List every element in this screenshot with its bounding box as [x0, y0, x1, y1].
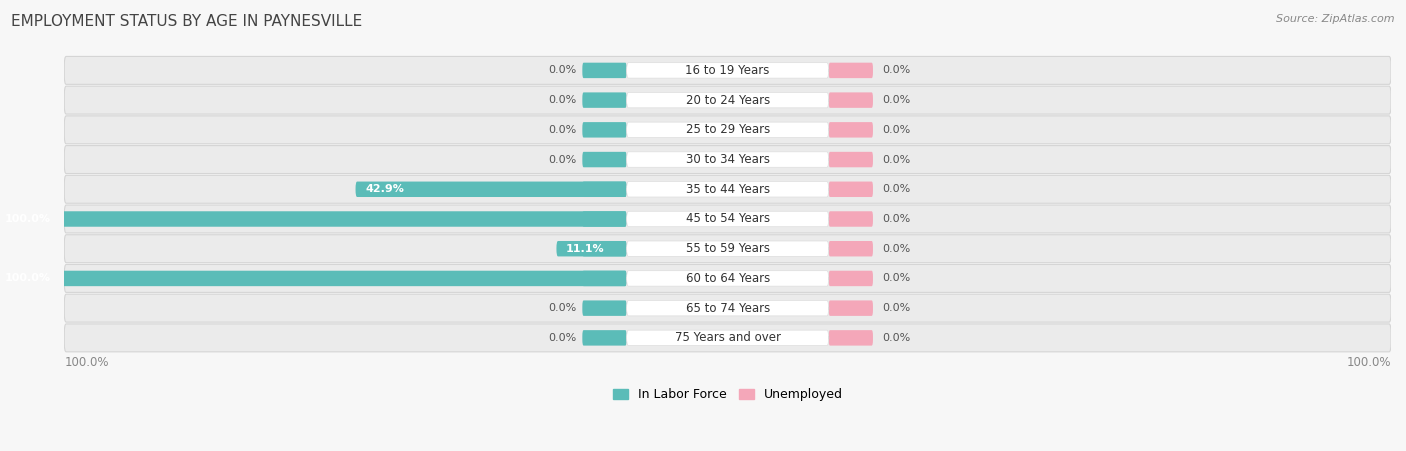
FancyBboxPatch shape	[65, 235, 1391, 262]
Text: 0.0%: 0.0%	[883, 244, 911, 254]
Text: 100.0%: 100.0%	[4, 273, 51, 283]
FancyBboxPatch shape	[582, 92, 627, 108]
Text: 0.0%: 0.0%	[883, 95, 911, 105]
FancyBboxPatch shape	[627, 152, 828, 167]
FancyBboxPatch shape	[582, 63, 627, 78]
FancyBboxPatch shape	[65, 116, 1391, 144]
FancyBboxPatch shape	[627, 330, 828, 345]
FancyBboxPatch shape	[356, 182, 627, 197]
Text: 65 to 74 Years: 65 to 74 Years	[686, 302, 769, 315]
Text: 0.0%: 0.0%	[883, 303, 911, 313]
FancyBboxPatch shape	[627, 211, 828, 227]
Text: 30 to 34 Years: 30 to 34 Years	[686, 153, 769, 166]
Text: 100.0%: 100.0%	[4, 214, 51, 224]
Text: 0.0%: 0.0%	[883, 273, 911, 283]
Text: 35 to 44 Years: 35 to 44 Years	[686, 183, 769, 196]
Text: 0.0%: 0.0%	[883, 125, 911, 135]
FancyBboxPatch shape	[627, 63, 828, 78]
Text: 0.0%: 0.0%	[548, 125, 576, 135]
Text: 100.0%: 100.0%	[65, 356, 108, 369]
Text: 25 to 29 Years: 25 to 29 Years	[686, 123, 769, 136]
Text: 0.0%: 0.0%	[548, 155, 576, 165]
Legend: In Labor Force, Unemployed: In Labor Force, Unemployed	[607, 383, 848, 406]
FancyBboxPatch shape	[828, 241, 873, 257]
Text: 100.0%: 100.0%	[1347, 356, 1391, 369]
FancyBboxPatch shape	[828, 330, 873, 345]
FancyBboxPatch shape	[828, 92, 873, 108]
FancyBboxPatch shape	[0, 271, 627, 286]
FancyBboxPatch shape	[65, 205, 1391, 233]
FancyBboxPatch shape	[828, 122, 873, 138]
FancyBboxPatch shape	[828, 152, 873, 167]
Text: 20 to 24 Years: 20 to 24 Years	[686, 94, 769, 106]
FancyBboxPatch shape	[627, 92, 828, 108]
Text: 55 to 59 Years: 55 to 59 Years	[686, 242, 769, 255]
Text: Source: ZipAtlas.com: Source: ZipAtlas.com	[1277, 14, 1395, 23]
FancyBboxPatch shape	[828, 211, 873, 227]
FancyBboxPatch shape	[582, 152, 627, 167]
FancyBboxPatch shape	[582, 330, 627, 345]
FancyBboxPatch shape	[65, 324, 1391, 352]
FancyBboxPatch shape	[65, 264, 1391, 292]
Text: 0.0%: 0.0%	[548, 303, 576, 313]
FancyBboxPatch shape	[65, 56, 1391, 84]
FancyBboxPatch shape	[557, 241, 627, 257]
FancyBboxPatch shape	[582, 271, 627, 286]
Text: 0.0%: 0.0%	[883, 184, 911, 194]
Text: 0.0%: 0.0%	[883, 65, 911, 75]
FancyBboxPatch shape	[828, 63, 873, 78]
FancyBboxPatch shape	[65, 146, 1391, 174]
Text: 0.0%: 0.0%	[883, 333, 911, 343]
FancyBboxPatch shape	[828, 300, 873, 316]
Text: 42.9%: 42.9%	[366, 184, 404, 194]
Text: 0.0%: 0.0%	[883, 155, 911, 165]
FancyBboxPatch shape	[582, 182, 627, 197]
Text: 75 Years and over: 75 Years and over	[675, 331, 780, 345]
Text: 0.0%: 0.0%	[548, 65, 576, 75]
FancyBboxPatch shape	[65, 86, 1391, 114]
FancyBboxPatch shape	[627, 122, 828, 138]
FancyBboxPatch shape	[627, 271, 828, 286]
FancyBboxPatch shape	[0, 211, 627, 227]
Text: 0.0%: 0.0%	[548, 333, 576, 343]
FancyBboxPatch shape	[582, 122, 627, 138]
FancyBboxPatch shape	[828, 271, 873, 286]
Text: EMPLOYMENT STATUS BY AGE IN PAYNESVILLE: EMPLOYMENT STATUS BY AGE IN PAYNESVILLE	[11, 14, 363, 28]
Text: 0.0%: 0.0%	[883, 214, 911, 224]
FancyBboxPatch shape	[627, 182, 828, 197]
FancyBboxPatch shape	[582, 241, 627, 257]
Text: 45 to 54 Years: 45 to 54 Years	[686, 212, 769, 226]
FancyBboxPatch shape	[627, 300, 828, 316]
FancyBboxPatch shape	[582, 300, 627, 316]
Text: 60 to 64 Years: 60 to 64 Years	[686, 272, 769, 285]
Text: 11.1%: 11.1%	[567, 244, 605, 254]
Text: 0.0%: 0.0%	[548, 95, 576, 105]
FancyBboxPatch shape	[65, 294, 1391, 322]
FancyBboxPatch shape	[582, 211, 627, 227]
FancyBboxPatch shape	[828, 182, 873, 197]
FancyBboxPatch shape	[65, 175, 1391, 203]
FancyBboxPatch shape	[627, 241, 828, 257]
Text: 16 to 19 Years: 16 to 19 Years	[686, 64, 770, 77]
